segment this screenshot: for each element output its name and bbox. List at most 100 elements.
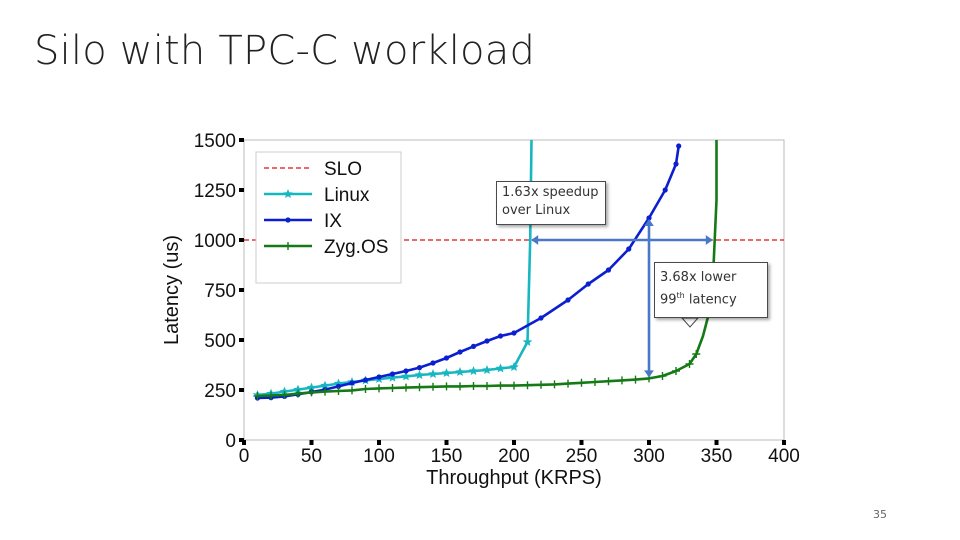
- data-point-ix: [470, 343, 477, 349]
- slide-title: Silo with TPC-C workload: [34, 28, 536, 74]
- speedup-arrow-head-right: [705, 235, 713, 245]
- data-point-zygos: [469, 382, 478, 390]
- data-point-ix: [403, 368, 409, 374]
- data-point-linux: [401, 371, 411, 381]
- data-point-ix: [457, 349, 463, 355]
- data-point-ix: [646, 215, 652, 221]
- latency-callout-line1: 3.68x lower: [660, 270, 737, 285]
- x-tick-label: 350: [701, 446, 733, 467]
- data-point-zygos: [415, 383, 424, 392]
- latency-arrow-head-down: [644, 370, 654, 378]
- data-point-ix: [484, 338, 490, 344]
- latency-callout-line2: 99th latency: [660, 287, 762, 309]
- latency-callout-percentile-suffix: th: [676, 291, 685, 300]
- data-point-ix: [565, 297, 571, 303]
- data-point-linux: [522, 337, 533, 346]
- y-tick-label: 750: [204, 281, 236, 302]
- legend-label-linux: Linux: [324, 185, 370, 206]
- data-point-linux: [306, 382, 317, 392]
- y-tick-label: 1000: [194, 231, 236, 252]
- slide-number: 35: [873, 508, 887, 521]
- latency-callout-pointer: [680, 317, 700, 328]
- data-point-zygos: [267, 391, 275, 400]
- data-point-linux: [455, 367, 465, 376]
- latency-callout-percentile: 99: [660, 292, 677, 308]
- data-point-ix: [376, 374, 382, 380]
- x-axis-label: Throughput (KRPS): [426, 467, 602, 489]
- data-point-ix: [349, 380, 355, 386]
- x-tick-label: 400: [768, 446, 800, 467]
- x-tick-label: 250: [566, 446, 598, 467]
- data-point-zygos: [577, 378, 586, 387]
- data-point-zygos: [591, 378, 599, 386]
- data-point-zygos: [564, 379, 572, 388]
- speedup-callout: 1.63x speedup over Linux: [496, 181, 606, 225]
- y-tick-label: 250: [204, 381, 236, 402]
- legend-box: [255, 151, 402, 284]
- data-point-zygos: [692, 350, 701, 358]
- data-point-ix: [538, 315, 544, 321]
- y-tick-label: 1500: [194, 131, 236, 152]
- data-point-linux: [293, 384, 303, 394]
- data-point-zygos: [496, 381, 505, 390]
- x-tick-label: 100: [363, 446, 395, 467]
- data-point-zygos: [510, 381, 518, 390]
- data-point-zygos: [550, 380, 559, 389]
- legend-marker-ix: [285, 217, 291, 223]
- data-point-zygos: [280, 391, 289, 399]
- data-point-ix: [416, 365, 423, 371]
- legend-label-zygos: Zyg.OS: [324, 237, 388, 258]
- data-point-ix: [662, 187, 668, 193]
- data-point-linux: [468, 366, 479, 375]
- data-point-zygos: [375, 384, 383, 393]
- data-point-zygos: [442, 382, 451, 391]
- y-tick-label: 0: [225, 431, 236, 452]
- data-point-zygos: [429, 382, 437, 391]
- data-point-linux: [509, 362, 519, 371]
- x-tick-label: 300: [633, 446, 665, 467]
- data-point-linux: [320, 380, 330, 390]
- data-point-linux: [333, 378, 344, 388]
- data-point-linux: [428, 369, 438, 378]
- y-tick-label: 500: [204, 331, 236, 352]
- data-point-ix: [443, 355, 450, 361]
- data-point-ix: [673, 161, 679, 167]
- data-point-zygos: [402, 383, 410, 392]
- data-point-zygos: [523, 381, 532, 390]
- x-tick-label: 200: [498, 446, 530, 467]
- data-point-zygos: [685, 360, 694, 368]
- data-point-zygos: [672, 367, 680, 375]
- speedup-callout-line2: over Linux: [502, 203, 571, 218]
- data-point-zygos: [348, 386, 356, 395]
- data-point-ix: [585, 281, 591, 287]
- latency-callout-word: latency: [684, 292, 737, 308]
- data-point-ix: [605, 267, 612, 273]
- data-point-zygos: [631, 375, 640, 384]
- data-point-zygos: [334, 387, 343, 395]
- speedup-callout-line1: 1.63x speedup: [502, 185, 599, 200]
- legend-marker-linux: [283, 189, 293, 198]
- data-point-zygos: [604, 377, 613, 386]
- data-point-linux: [441, 368, 452, 377]
- y-axis-label: Latency (us): [161, 235, 183, 345]
- data-point-linux: [495, 363, 506, 373]
- legend-label-ix: IX: [324, 211, 342, 232]
- latency-arrow-head-up: [644, 219, 654, 226]
- latency-callout: 3.68x lower 99th latency: [654, 262, 768, 318]
- data-point-zygos: [658, 372, 667, 380]
- data-point-ix: [362, 377, 369, 383]
- data-point-ix: [335, 383, 342, 389]
- data-point-zygos: [537, 380, 545, 389]
- data-point-ix: [511, 330, 517, 336]
- data-point-ix: [497, 333, 504, 339]
- legend-marker-zygos: [284, 242, 292, 250]
- data-point-ix: [676, 143, 682, 149]
- x-tick-label: 50: [301, 446, 322, 467]
- speedup-arrow-head-left: [531, 235, 539, 245]
- data-point-ix: [626, 246, 632, 252]
- data-point-zygos: [253, 392, 262, 400]
- data-point-zygos: [388, 384, 397, 392]
- data-point-ix: [389, 371, 396, 377]
- x-tick-label: 150: [431, 446, 463, 467]
